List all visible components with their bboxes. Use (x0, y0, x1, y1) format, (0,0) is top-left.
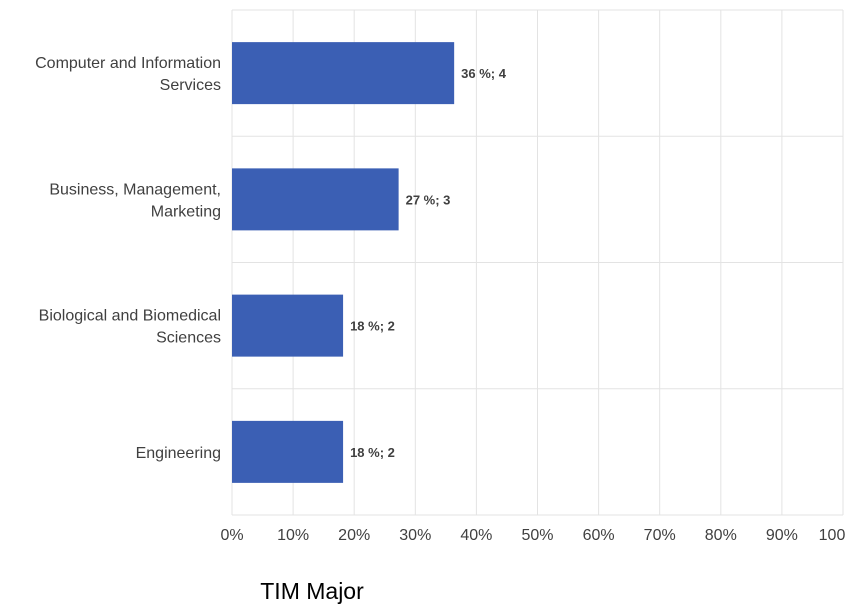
data-label: 27 %; 3 (406, 192, 451, 207)
x-axis-title: TIM Major (260, 578, 364, 604)
gridlines (231, 9, 844, 516)
x-axis-ticks: 0% 10% 20% 30% 40% 50% 60% 70% 80% 90% 100 (220, 527, 845, 544)
category-labels: Computer and Information Services Business… (35, 55, 221, 462)
x-tick-label: 50% (521, 527, 553, 544)
x-tick-label: 90% (766, 527, 798, 544)
x-tick-label: 30% (399, 527, 431, 544)
category-label: Engineering (136, 445, 221, 462)
x-tick-label: 70% (644, 527, 676, 544)
x-tick-label: 60% (583, 527, 615, 544)
x-tick-label: 0% (220, 527, 243, 544)
x-tick-label: 40% (460, 527, 492, 544)
x-tick-label: 100 (819, 527, 846, 544)
data-label: 18 %; 2 (350, 445, 395, 460)
bar (232, 420, 344, 483)
x-tick-label: 20% (338, 527, 370, 544)
category-label: Computer and Information Services (35, 55, 221, 94)
x-tick-label: 10% (277, 527, 309, 544)
bars (232, 42, 455, 483)
bar (232, 168, 399, 231)
category-label: Business, Management, Marketing (49, 181, 221, 220)
data-labels: 36 %; 4 27 %; 3 18 %; 2 18 %; 2 (350, 66, 507, 460)
bar (232, 294, 344, 357)
bar (232, 42, 455, 105)
category-label: Biological and Biomedical Sciences (39, 308, 221, 347)
data-label: 18 %; 2 (350, 319, 395, 334)
data-label: 36 %; 4 (461, 66, 507, 81)
x-tick-label: 80% (705, 527, 737, 544)
